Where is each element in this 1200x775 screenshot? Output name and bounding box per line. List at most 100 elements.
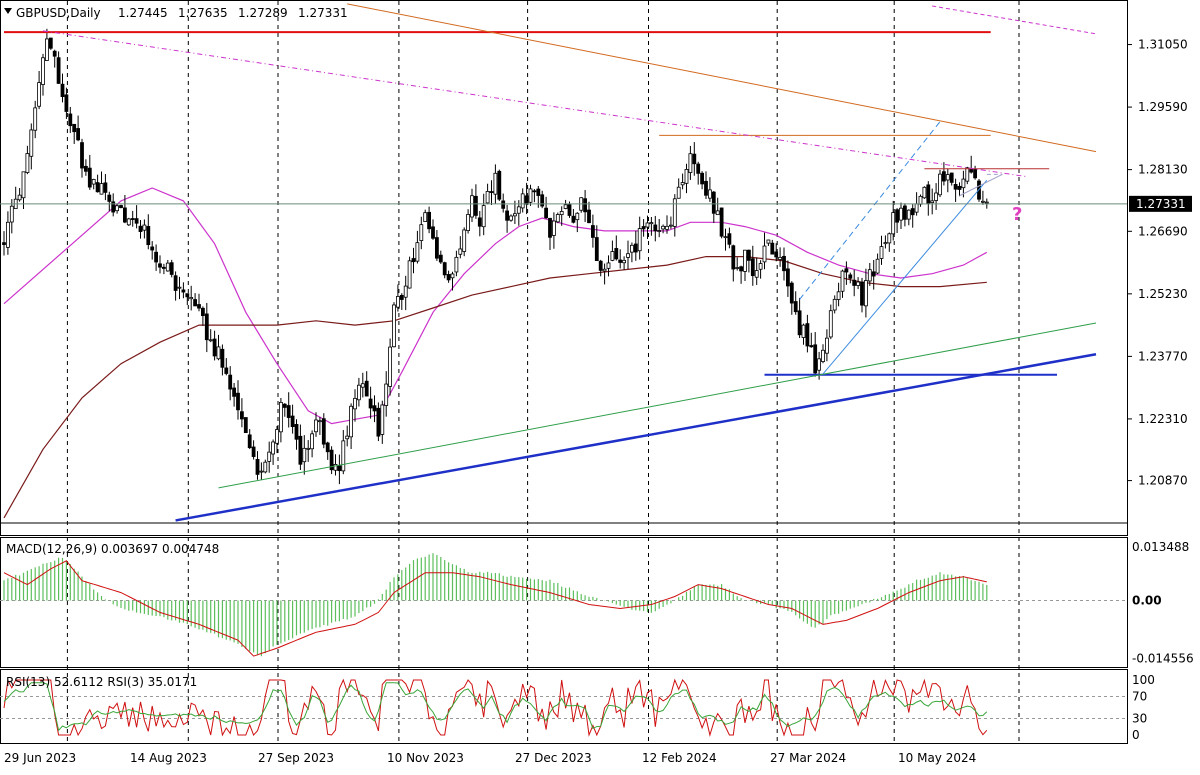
candle-bull — [271, 441, 276, 455]
candle-bear — [243, 417, 248, 434]
candle-bear — [793, 301, 798, 313]
candle-bull — [314, 419, 318, 433]
header-high: 1.27635 — [178, 6, 228, 20]
candle-bull — [899, 207, 903, 221]
candle-bear — [123, 207, 127, 223]
candle-bull — [665, 225, 669, 230]
candle-bull — [267, 451, 272, 462]
candle-bear — [473, 195, 478, 216]
macd-label: MACD(12,26,9) 0.003697 0.004748 — [6, 542, 219, 556]
candle-bull — [360, 383, 365, 388]
candle-bear — [372, 405, 377, 412]
current-price-tag — [1129, 195, 1192, 212]
candle-bear — [910, 208, 915, 216]
collapse-triangle-icon[interactable] — [4, 8, 12, 14]
candle-bear — [181, 289, 186, 293]
candle-bear — [255, 459, 260, 475]
candle-bear — [95, 182, 100, 193]
candle-bull — [349, 405, 354, 438]
candle-bear — [212, 338, 217, 357]
candle-bear — [524, 195, 529, 205]
candle-bull — [661, 225, 665, 230]
candle-bull — [602, 268, 607, 272]
candle-bear — [107, 194, 112, 202]
candle-bull — [922, 186, 927, 199]
candle-bull — [883, 242, 888, 245]
candle-bear — [204, 313, 209, 341]
candle-bear — [146, 226, 151, 246]
candle-bull — [17, 194, 22, 201]
candle-bull — [965, 167, 970, 182]
candle-bear — [446, 274, 451, 281]
candle-bull — [177, 286, 182, 289]
candle-bear — [852, 279, 857, 286]
question-annotation: ? — [1012, 204, 1022, 225]
candle-bear — [633, 243, 638, 253]
candle-bear — [185, 293, 190, 298]
price-axis: 1.31050 1.29590 1.28130 1.26690 1.25230 1.237… — [1127, 38, 1188, 488]
candle-bull — [9, 205, 14, 223]
candle-bear — [239, 411, 244, 420]
macd-axis: 0.013488 0.00 -0.014556 — [1132, 540, 1194, 665]
candle-bear — [80, 142, 84, 169]
candle-bear — [442, 262, 447, 276]
candle-bear — [286, 405, 291, 418]
candle-bear — [704, 180, 708, 196]
candle-bull — [552, 220, 556, 236]
candle-bear — [427, 211, 432, 230]
candle-bear — [200, 307, 205, 317]
candle-bull — [516, 206, 521, 214]
candle-bear — [949, 172, 954, 183]
candle-bear — [731, 245, 736, 270]
time-label: 29 Jun 2023 — [4, 751, 76, 765]
candle-bear — [786, 268, 790, 287]
candle-bull — [528, 188, 533, 203]
candle-bull — [914, 203, 919, 213]
macd-tick-label: 0.013488 — [1132, 540, 1189, 554]
candle-bear — [497, 170, 502, 200]
candle-bull — [189, 297, 194, 300]
candle-bull — [345, 435, 350, 440]
candle-bull — [735, 267, 740, 269]
candle-bear — [700, 172, 704, 185]
candle-bull — [961, 178, 966, 189]
candle-bull — [302, 447, 307, 463]
candle-bear — [719, 207, 724, 237]
candle-bear — [138, 225, 143, 232]
macd-panel — [0, 553, 1127, 657]
trend-line — [347, 3, 1097, 153]
candle-bear — [540, 194, 545, 207]
candle-bear — [895, 209, 899, 223]
candle-bull — [626, 253, 630, 258]
candle-bear — [119, 205, 123, 209]
candle-bear — [111, 201, 116, 213]
candle-bull — [563, 204, 568, 209]
candle-bear — [84, 165, 88, 172]
candle-bear — [809, 345, 814, 348]
candle-bull — [388, 346, 393, 387]
candle-bear — [130, 218, 135, 220]
candle-bear — [376, 407, 381, 437]
candle-bear — [298, 435, 303, 465]
candle-bull — [493, 172, 498, 195]
candle-bear — [532, 190, 537, 193]
candle-bear — [52, 50, 57, 57]
time-label: 10 May 2024 — [898, 751, 976, 765]
candle-bull — [836, 291, 841, 300]
candle-bull — [766, 239, 771, 244]
candle-bear — [739, 266, 743, 272]
candle-bull — [684, 169, 689, 184]
candle-bear — [161, 266, 166, 269]
candle-bear — [103, 182, 108, 193]
candle-bear — [134, 218, 139, 224]
candle-bull — [481, 205, 486, 228]
candle-bull — [403, 285, 408, 298]
price-tick-label: 1.28130 — [1138, 163, 1188, 177]
price-tick-label: 1.25230 — [1138, 287, 1188, 301]
candle-bull — [708, 189, 712, 199]
time-label: 12 Feb 2024 — [642, 751, 717, 765]
candle-bull — [669, 224, 673, 227]
macd-tick-label: -0.014556 — [1132, 651, 1194, 665]
candle-bear — [64, 94, 69, 112]
